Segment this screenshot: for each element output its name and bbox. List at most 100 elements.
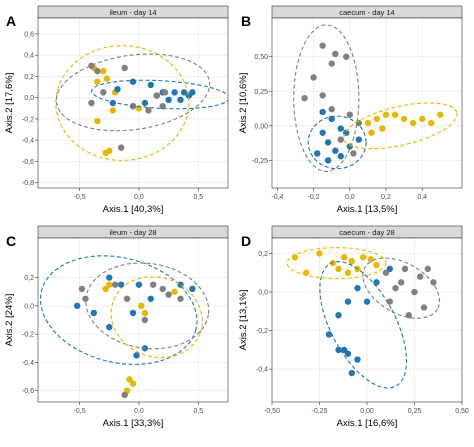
point-yellow — [418, 115, 426, 123]
point-yellow — [100, 67, 107, 75]
point-yellow — [348, 257, 355, 265]
point-blue — [171, 89, 178, 96]
point-grey — [430, 279, 437, 286]
y-tick-label: 0,0 — [258, 290, 268, 297]
x-tick-label: -0,25 — [312, 408, 328, 415]
point-grey — [159, 102, 166, 110]
y-tick-label: -0,25 — [252, 158, 268, 165]
point-grey — [350, 150, 357, 157]
ellipse-blue — [39, 255, 198, 365]
point-blue — [319, 129, 326, 136]
point-grey — [94, 67, 101, 75]
point-yellow — [102, 285, 109, 293]
plot-area — [38, 238, 228, 402]
point-yellow — [141, 309, 149, 317]
ellipse-grey — [293, 24, 360, 172]
point-blue — [319, 108, 326, 116]
y-tick-label: -0,4 — [22, 360, 34, 367]
ellipse-blue — [307, 115, 367, 170]
point-blue — [337, 153, 344, 160]
facet-strip-title: ileum - day 28 — [109, 228, 156, 237]
point-grey — [332, 50, 339, 58]
point-blue — [117, 281, 125, 288]
point-grey — [145, 107, 152, 114]
y-tick-label: 0,50 — [254, 54, 268, 61]
point-grey — [301, 94, 308, 102]
point-grey — [123, 295, 131, 302]
plot-layer — [38, 18, 228, 188]
point-grey — [411, 288, 418, 296]
point-blue — [348, 369, 355, 377]
point-yellow — [368, 129, 375, 136]
point-yellow — [437, 111, 444, 118]
point-yellow — [382, 111, 390, 118]
point-yellow — [103, 75, 111, 82]
point-yellow — [428, 119, 435, 127]
point-blue — [354, 356, 361, 363]
ellipse-yellow — [286, 247, 387, 280]
point-blue — [337, 125, 344, 132]
y-tick-label: -0,2 — [22, 332, 34, 339]
y-tick-label: -0,8 — [22, 180, 34, 187]
point-grey — [121, 64, 128, 72]
point-blue — [325, 331, 333, 338]
ellipse-grey — [85, 262, 210, 350]
point-blue — [324, 157, 332, 164]
point-yellow — [364, 119, 372, 127]
point-blue — [165, 96, 172, 104]
x-tick-label: -0,4 — [271, 194, 283, 201]
panel-border — [271, 17, 463, 189]
point-blue — [147, 295, 155, 302]
point-grey — [177, 295, 184, 302]
point-blue — [129, 78, 137, 85]
point-grey — [111, 281, 119, 288]
panel-border — [37, 17, 229, 189]
point-grey — [386, 298, 393, 305]
x-axis-label: Axis.1 [13,5%] — [337, 204, 398, 215]
ellipse-yellow — [110, 276, 203, 359]
x-tick-label: 0,25 — [408, 408, 422, 415]
y-tick-label: 0,00 — [254, 123, 268, 130]
panel-letter: A — [6, 13, 16, 29]
point-grey — [159, 285, 166, 293]
point-grey — [342, 53, 350, 60]
point-yellow — [129, 380, 137, 387]
point-blue — [344, 350, 352, 357]
point-yellow — [106, 281, 113, 288]
point-grey — [398, 279, 405, 286]
point-blue — [147, 81, 155, 89]
point-yellow — [94, 78, 101, 85]
point-yellow — [391, 111, 399, 118]
x-tick-label: 0,0 — [134, 194, 144, 201]
x-tick-label: 0,00 — [360, 408, 374, 415]
y-tick-label: 0,4 — [24, 53, 34, 60]
point-blue — [335, 311, 342, 319]
ellipse-yellow — [55, 45, 190, 161]
plot-layer — [272, 238, 462, 402]
point-yellow — [316, 250, 323, 257]
point-grey — [78, 285, 86, 293]
y-axis-label: Axis.2 [24%] — [4, 294, 15, 347]
y-tick-label: -0,4 — [256, 367, 268, 374]
x-tick-label: 0,5 — [193, 194, 203, 201]
y-tick-label: 0,25 — [254, 89, 268, 96]
point-yellow — [379, 125, 386, 132]
panel-letter: D — [241, 233, 251, 249]
point-grey — [121, 391, 128, 399]
point-grey — [328, 106, 335, 113]
point-yellow — [335, 265, 342, 273]
x-tick-label: 0,4 — [417, 194, 427, 201]
y-tick-label: -0,2 — [256, 328, 268, 335]
point-grey — [165, 291, 172, 298]
point-blue — [106, 274, 113, 281]
point-yellow — [409, 119, 417, 127]
panel-border — [37, 237, 229, 403]
x-tick-label: -0,50 — [264, 408, 280, 415]
x-tick-label: 0,50 — [455, 408, 469, 415]
point-blue — [189, 285, 196, 293]
point-grey — [417, 273, 424, 280]
point-grey — [161, 89, 169, 96]
point-grey — [346, 111, 354, 118]
